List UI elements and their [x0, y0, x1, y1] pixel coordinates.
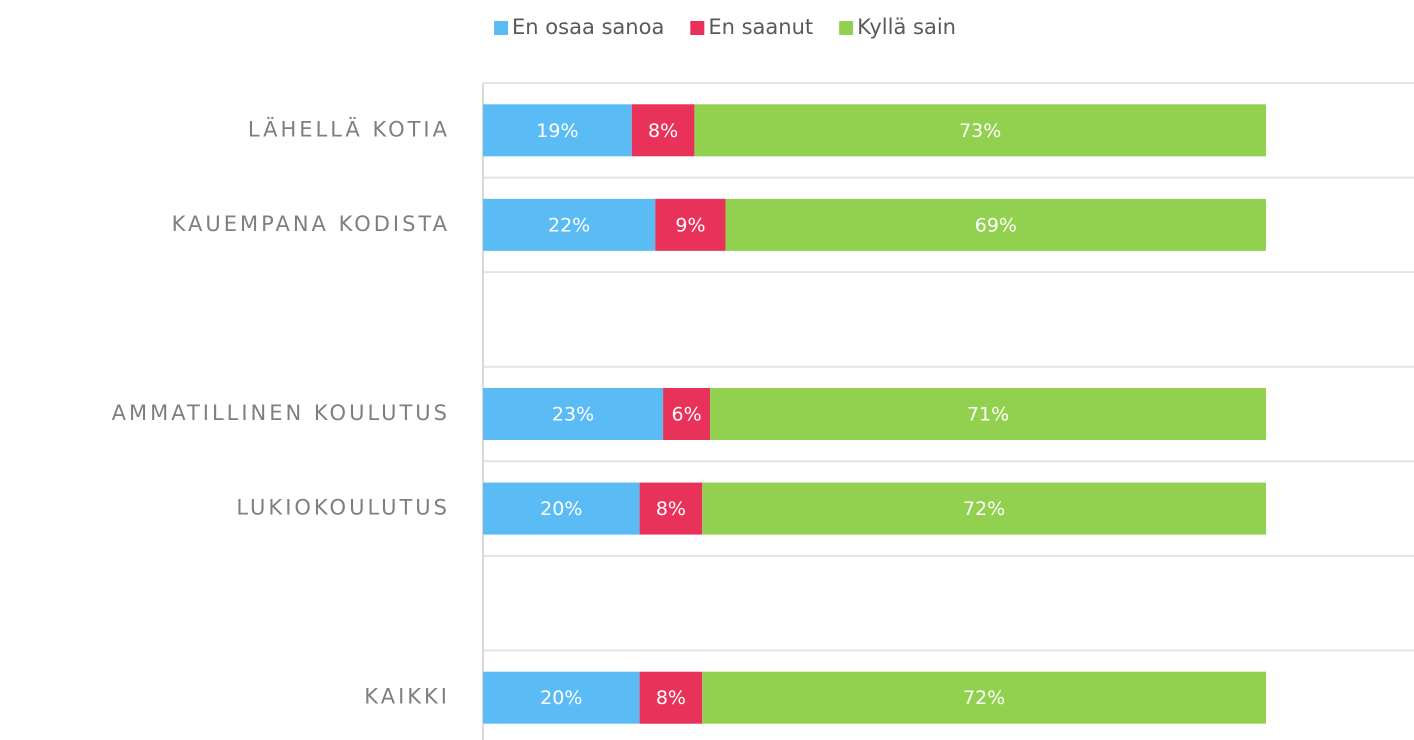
category-label: AMMATILLINEN KOULUTUS [112, 401, 450, 425]
category-label: LUKIOKOULUTUS [236, 496, 450, 520]
data-label: 8% [656, 687, 686, 709]
bar-segment [725, 198, 1266, 251]
bar-segment [702, 671, 1266, 724]
bar-segment [631, 104, 695, 157]
bar-segment [483, 104, 632, 157]
bar-segment [483, 671, 640, 724]
data-label: 69% [975, 214, 1017, 236]
legend-label: En saanut [708, 15, 813, 39]
bar-segment [483, 482, 640, 535]
data-label: 20% [540, 498, 582, 520]
category-label: LÄHELLÄ KOTIA [248, 116, 450, 141]
bar-segment [694, 104, 1266, 157]
data-label: 22% [548, 214, 590, 236]
data-label: 20% [540, 687, 582, 709]
data-label: 19% [536, 120, 578, 142]
category-label: KAUEMPANA KODISTA [172, 212, 450, 236]
data-label: 72% [963, 498, 1005, 520]
legend-swatch [839, 21, 854, 35]
bar-segment [483, 198, 656, 251]
data-label: 23% [552, 404, 594, 426]
bar-segment [639, 671, 703, 724]
bar-segment [663, 388, 711, 440]
category-label: KAIKKI [364, 685, 450, 709]
data-label: 71% [967, 404, 1009, 426]
legend-swatch [494, 21, 509, 35]
data-label: 6% [672, 404, 702, 426]
data-label: 8% [648, 120, 678, 142]
data-label: 8% [656, 498, 686, 520]
data-label: 73% [959, 120, 1001, 142]
bar-segment [655, 198, 726, 251]
bar-segment [483, 388, 664, 440]
data-label: 72% [963, 687, 1005, 709]
bar-segment [639, 482, 703, 535]
bar-segment [710, 388, 1266, 440]
bar-segment [702, 482, 1266, 535]
data-label: 9% [675, 214, 705, 236]
legend-swatch [690, 21, 705, 35]
legend-label: Kyllä sain [857, 15, 956, 39]
legend-label: En osaa sanoa [512, 15, 664, 39]
